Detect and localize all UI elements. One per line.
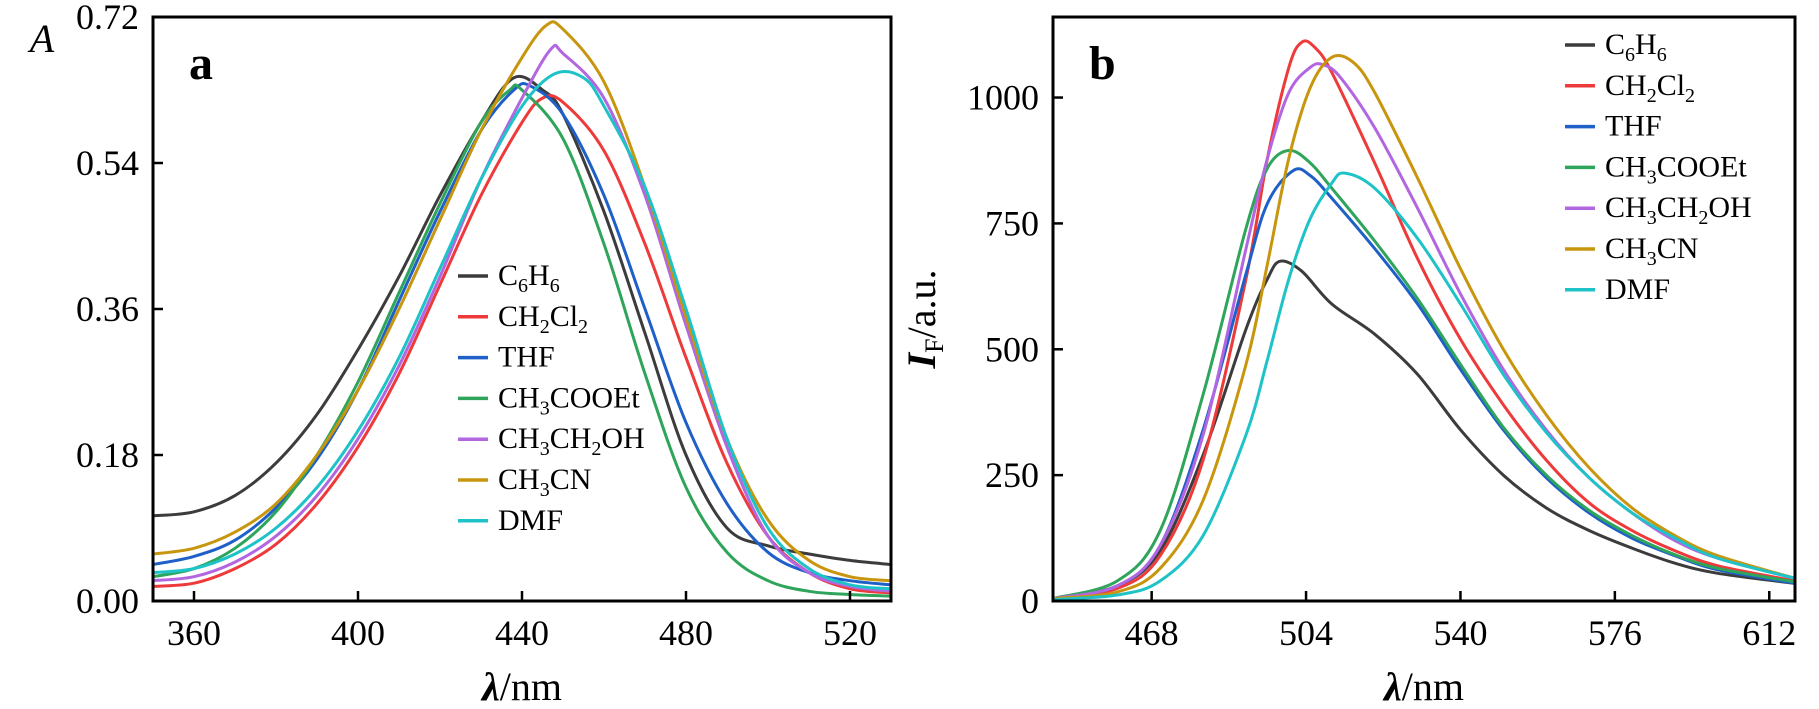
panel-letter: b [1089,37,1116,90]
x-axis-title: λ/nm [480,664,562,709]
plot-frame [1051,15,1797,603]
x-tick-label: 440 [495,613,549,653]
x-tick-label: 520 [823,613,877,653]
y-axis-title: IF/a.u. [899,270,949,370]
legend-label: THF [1605,110,1662,143]
series-group [153,20,891,598]
x-tick-label: 360 [167,613,221,653]
x-axis-title: λ/nm [1382,664,1464,709]
panel-b-chart: 468 504 540 576 612 0 250 500 750 1000 b λ/nm IF/a.u… [899,15,1797,709]
legend-label: C6​H6​ [498,259,560,297]
panel-letter: a [189,37,213,90]
x-tick-label: 480 [659,613,713,653]
series-line-5 [153,43,891,593]
legend-label: CH2​Cl2​ [498,300,588,338]
y-tick-label: 0.18 [76,435,139,475]
y-tick-label: 0.54 [76,143,139,183]
series-line-7 [1053,171,1795,601]
legend-label: CH3​CN [498,463,591,501]
x-tick-label: 468 [1125,613,1179,653]
y-tick-label: 750 [985,203,1039,243]
legend-label: CH3​CN [1605,232,1698,270]
y-axis-title: A [27,16,55,61]
legend-label: CH3​CH2​OH [498,422,645,460]
series-line-3 [1053,167,1795,600]
legend: C6​H6​CH2​Cl2​THF CH3​COOEtCH3​CH2​OHCH3​… [1565,28,1752,306]
y-tick-label: 0 [1021,581,1039,621]
x-tick-label: 540 [1433,613,1487,653]
legend-label: CH3​CH2​OH [1605,191,1752,229]
series-line-7 [153,70,891,591]
legend-label: C6​H6​ [1605,28,1667,66]
series-line-1 [1053,259,1795,600]
y-tick-label: 500 [985,329,1039,369]
y-tick-label: 1000 [967,78,1039,118]
panel-a-chart: 360 400 440 480 520 0.00 0.18 0.36 0.54 0.72 a λ/nm… [27,0,893,709]
x-tick-label: 612 [1742,613,1796,653]
legend-label: DMF [498,504,563,537]
series-group [1053,39,1795,601]
legend-label: THF [498,341,555,374]
y-tick-label: 0.00 [76,581,139,621]
legend-label: CH2​Cl2​ [1605,69,1695,107]
series-line-6 [1053,53,1795,600]
y-tick-label: 0.72 [76,0,139,37]
x-tick-label: 504 [1279,613,1333,653]
series-line-4 [153,83,891,598]
legend-label: CH3​COOEt [1605,150,1747,188]
series-line-2 [1053,39,1795,600]
series-line-6 [153,20,891,583]
y-tick-label: 0.36 [76,289,139,329]
y-tick-label: 250 [985,455,1039,495]
legend-label: CH3​COOEt [498,381,640,419]
x-tick-label: 576 [1588,613,1642,653]
legend: C6​H6​CH2​Cl2​THF CH3​COOEtCH3​CH2​OHCH3​… [458,259,645,537]
series-line-4 [1053,148,1795,600]
legend-label: DMF [1605,273,1670,306]
x-tick-label: 400 [331,613,385,653]
series-line-1 [153,75,891,566]
